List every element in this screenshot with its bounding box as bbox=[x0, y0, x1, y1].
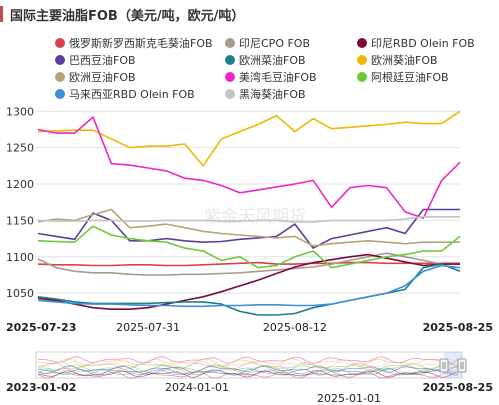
chart-header: 国际主要油脂FOB（美元/吨，欧元/吨） bbox=[0, 0, 499, 30]
line-series-4 bbox=[37, 208, 460, 249]
y-tick-label: 1050 bbox=[6, 287, 34, 300]
navigator-left-handle[interactable] bbox=[439, 358, 449, 373]
x-tick-label: 2025-07-31 bbox=[116, 321, 180, 334]
y-tick-label: 1300 bbox=[6, 105, 34, 118]
navigator-frame bbox=[35, 351, 463, 379]
line-series-11 bbox=[37, 216, 460, 223]
navigator-date-label: 2023-01-02 bbox=[6, 381, 76, 394]
title-accent-bar bbox=[0, 6, 3, 22]
y-tick-label: 1250 bbox=[6, 142, 34, 155]
legend-marker bbox=[55, 55, 65, 65]
y-tick-label: 1200 bbox=[6, 178, 34, 191]
legend-label: 印尼RBD Olein FOB bbox=[371, 37, 475, 50]
navigator-overview-line bbox=[37, 369, 459, 376]
legend-label: 欧洲豆油FOB bbox=[69, 70, 136, 84]
y-tick-label: 1150 bbox=[6, 214, 34, 227]
y-axis-ticks: 1050 1100 1150 1200 1250 1300 bbox=[6, 105, 34, 300]
legend-marker bbox=[357, 38, 367, 48]
legend-marker bbox=[225, 72, 235, 82]
legend-marker bbox=[55, 38, 65, 48]
x-tick-label: 2025-08-12 bbox=[263, 321, 327, 334]
chart-legend: 俄罗斯新罗西斯克毛葵油FOB 印尼CPO FOB 印尼RBD Olein FOB 巴西… bbox=[55, 36, 475, 101]
line-series-3 bbox=[37, 253, 460, 311]
x-axis-ticks: 2025-07-23 2025-07-31 2025-08-12 2025-08-25 bbox=[6, 321, 493, 334]
legend-item-series-11[interactable]: 黑海葵油FOB bbox=[225, 87, 306, 101]
line-series-6 bbox=[37, 110, 461, 167]
navigator-overview-line bbox=[37, 362, 459, 370]
legend-marker bbox=[357, 72, 367, 82]
legend-item-series-1[interactable]: 俄罗斯新罗西斯克毛葵油FOB bbox=[55, 36, 213, 50]
legend-label: 马来西亚RBD Olein FOB bbox=[69, 88, 195, 101]
legend-marker bbox=[357, 55, 367, 65]
chart-series-lines bbox=[37, 110, 461, 316]
navigator-selected-range[interactable] bbox=[444, 352, 462, 378]
line-series-9 bbox=[37, 225, 461, 269]
legend-marker bbox=[55, 72, 65, 82]
navigator-overview-line bbox=[37, 371, 459, 379]
x-tick-label: 2025-08-25 bbox=[423, 321, 493, 334]
legend-item-series-9[interactable]: 阿根廷豆油FOB bbox=[357, 70, 449, 84]
legend-item-series-4[interactable]: 巴西豆油FOB bbox=[55, 53, 136, 67]
legend-label: 欧洲菜油FOB bbox=[239, 53, 306, 67]
x-tick-label: 2025-07-23 bbox=[6, 321, 76, 334]
legend-label: 欧洲葵油FOB bbox=[371, 53, 438, 67]
navigator-right-handle[interactable] bbox=[457, 358, 467, 373]
line-series-7 bbox=[37, 208, 460, 247]
legend-marker bbox=[225, 55, 235, 65]
legend-item-series-5[interactable]: 欧洲菜油FOB bbox=[225, 53, 306, 67]
line-series-10 bbox=[37, 264, 461, 308]
legend-marker bbox=[225, 38, 235, 48]
legend-item-series-3[interactable]: 印尼RBD Olein FOB bbox=[357, 37, 475, 50]
range-navigator[interactable]: 2023-01-02 2024-01-01 2025-01-01 2025-08-25 bbox=[6, 351, 493, 405]
legend-marker bbox=[55, 89, 65, 99]
legend-item-series-10[interactable]: 马来西亚RBD Olein FOB bbox=[55, 88, 195, 101]
legend-label: 阿根廷豆油FOB bbox=[371, 70, 449, 84]
legend-item-series-8[interactable]: 美湾毛豆油FOB bbox=[225, 70, 317, 84]
legend-label: 印尼CPO FOB bbox=[239, 37, 310, 50]
navigator-overview-line bbox=[37, 356, 459, 364]
legend-label: 俄罗斯新罗西斯克毛葵油FOB bbox=[69, 36, 213, 50]
navigator-date-label: 2024-01-01 bbox=[165, 381, 229, 394]
legend-item-series-7[interactable]: 欧洲豆油FOB bbox=[55, 70, 136, 84]
navigator-overview-line bbox=[38, 364, 459, 372]
legend-marker bbox=[225, 89, 235, 99]
chart-title: 国际主要油脂FOB（美元/吨，欧元/吨） bbox=[10, 9, 245, 24]
legend-item-series-6[interactable]: 欧洲葵油FOB bbox=[357, 53, 438, 67]
navigator-overview-line bbox=[37, 358, 459, 366]
navigator-overview-line bbox=[37, 368, 459, 376]
legend-label: 美湾毛豆油FOB bbox=[239, 70, 317, 84]
watermark-text: 紫金天风期货 bbox=[204, 207, 306, 227]
line-series-2 bbox=[37, 252, 460, 276]
line-series-8 bbox=[37, 116, 461, 219]
navigator-date-label: 2025-01-01 bbox=[317, 392, 381, 405]
legend-label: 巴西豆油FOB bbox=[69, 53, 136, 67]
legend-label: 黑海葵油FOB bbox=[239, 87, 306, 101]
navigator-date-label: 2025-08-25 bbox=[423, 381, 493, 394]
y-tick-label: 1100 bbox=[6, 251, 34, 264]
legend-item-series-2[interactable]: 印尼CPO FOB bbox=[225, 37, 310, 50]
